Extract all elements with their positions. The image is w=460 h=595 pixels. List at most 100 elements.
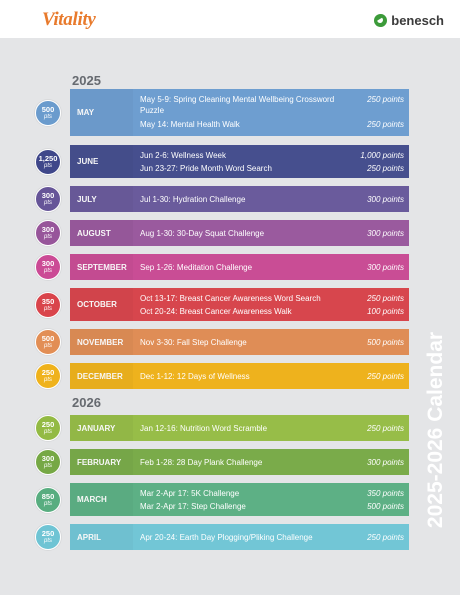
points-badge-unit: pts xyxy=(43,306,52,312)
benesch-logo-icon xyxy=(374,14,388,27)
year-heading: 2025 xyxy=(72,73,101,88)
event-points: 250 points xyxy=(367,532,404,542)
points-badge-unit: pts xyxy=(43,538,52,544)
points-badge-value: 300 xyxy=(41,454,55,463)
event-item: Jun 2-6: Wellness Week 1,000 points xyxy=(140,149,404,162)
event-name: Mar 2-Apr 17: 5K Challenge xyxy=(140,488,240,498)
month-label: MAY xyxy=(70,89,133,136)
event-points: 350 points xyxy=(367,488,404,498)
calendar-row-june: 1,250 pts JUNE Jun 2-6: Wellness Week 1,000 … xyxy=(0,145,460,178)
event-name: Jun 23-27: Pride Month Word Search xyxy=(140,163,272,173)
event-name: Oct 13-17: Breast Cancer Awareness Word … xyxy=(140,293,321,303)
points-badge: 1,250 pts xyxy=(35,149,61,175)
event-points: 500 points xyxy=(367,337,404,347)
event-name: Aug 1-30: 30-Day Squat Challenge xyxy=(140,228,265,238)
month-label: OCTOBER xyxy=(70,288,133,321)
month-label: SEPTEMBER xyxy=(70,254,133,280)
event-item: Oct 20-24: Breast Cancer Awareness Walk 1… xyxy=(140,305,404,318)
month-label: JANUARY xyxy=(70,415,133,441)
events-panel: Oct 13-17: Breast Cancer Awareness Word … xyxy=(133,288,409,321)
points-badge-value: 300 xyxy=(41,191,55,200)
points-badge-value: 1,250 xyxy=(38,154,58,163)
events-panel: May 5-9: Spring Cleaning Mental Wellbein… xyxy=(133,89,409,136)
event-points: 300 points xyxy=(367,228,404,238)
event-item: Jan 12-16: Nutrition Word Scramble 250 po… xyxy=(140,422,404,435)
month-label: JUNE xyxy=(70,145,133,178)
calendar-row-july: 300 pts JULY Jul 1-30: Hydration Challenge 3… xyxy=(0,186,460,212)
event-points: 300 points xyxy=(367,457,404,467)
calendar-row-august: 300 pts AUGUST Aug 1-30: 30-Day Squat Chall… xyxy=(0,220,460,246)
points-badge: 300 pts xyxy=(35,186,61,212)
event-name: Jan 12-16: Nutrition Word Scramble xyxy=(140,423,268,433)
calendar-row-november: 500 pts NOVEMBER Nov 3-30: Fall Step Challe… xyxy=(0,329,460,355)
event-points: 250 points xyxy=(367,293,404,303)
event-name: Dec 1-12: 12 Days of Wellness xyxy=(140,371,250,381)
event-name: Apr 20-24: Earth Day Plogging/Pliking Ch… xyxy=(140,532,313,542)
points-badge-value: 250 xyxy=(41,529,55,538)
points-badge-unit: pts xyxy=(43,200,52,206)
event-item: Apr 20-24: Earth Day Plogging/Pliking Ch… xyxy=(140,531,404,544)
calendar-row-december: 250 pts DECEMBER Dec 1-12: 12 Days of Welln… xyxy=(0,363,460,389)
points-badge-value: 300 xyxy=(41,225,55,234)
events-panel: Apr 20-24: Earth Day Plogging/Pliking Ch… xyxy=(133,524,409,550)
event-item: May 14: Mental Health Walk 250 points xyxy=(140,118,404,131)
points-badge: 250 pts xyxy=(35,524,61,550)
calendar-row-april: 250 pts APRIL Apr 20-24: Earth Day Plogging… xyxy=(0,524,460,550)
event-name: Oct 20-24: Breast Cancer Awareness Walk xyxy=(140,306,292,316)
points-badge: 250 pts xyxy=(35,415,61,441)
event-item: Jun 23-27: Pride Month Word Search 250 po… xyxy=(140,162,404,175)
event-item: Feb 1-28: 28 Day Plank Challenge 300 poin… xyxy=(140,456,404,469)
month-label: DECEMBER xyxy=(70,363,133,389)
month-label: APRIL xyxy=(70,524,133,550)
event-name: Mar 2-Apr 17: Step Challenge xyxy=(140,501,246,511)
calendar-row-may: 500 pts MAY May 5-9: Spring Cleaning Mental… xyxy=(0,89,460,136)
event-item: Mar 2-Apr 17: 5K Challenge 350 points xyxy=(140,487,404,500)
calendar-row-march: 850 pts MARCH Mar 2-Apr 17: 5K Challenge 350… xyxy=(0,483,460,516)
calendar-row-october: 350 pts OCTOBER Oct 13-17: Breast Cancer Aw… xyxy=(0,288,460,321)
event-item: Sep 1-26: Meditation Challenge 300 points xyxy=(140,261,404,274)
calendar-row-january: 250 pts JANUARY Jan 12-16: Nutrition Word S… xyxy=(0,415,460,441)
event-points: 250 points xyxy=(367,120,404,129)
month-label: JULY xyxy=(70,186,133,212)
month-label: AUGUST xyxy=(70,220,133,246)
events-panel: Nov 3-30: Fall Step Challenge 500 points xyxy=(133,329,409,355)
event-points: 300 points xyxy=(367,262,404,272)
event-points: 300 points xyxy=(367,194,404,204)
events-panel: Mar 2-Apr 17: 5K Challenge 350 points Mar … xyxy=(133,483,409,516)
points-badge-value: 850 xyxy=(41,492,55,501)
events-panel: Feb 1-28: 28 Day Plank Challenge 300 poin… xyxy=(133,449,409,475)
event-item: Oct 13-17: Breast Cancer Awareness Word … xyxy=(140,292,404,305)
points-badge-value: 500 xyxy=(41,334,55,343)
event-points: 250 points xyxy=(367,95,404,104)
month-label: NOVEMBER xyxy=(70,329,133,355)
events-panel: Jan 12-16: Nutrition Word Scramble 250 po… xyxy=(133,415,409,441)
event-points: 250 points xyxy=(367,371,404,381)
points-badge-value: 500 xyxy=(41,105,55,114)
calendar-row-february: 300 pts FEBRUARY Feb 1-28: 28 Day Plank Cha… xyxy=(0,449,460,475)
events-panel: Jul 1-30: Hydration Challenge 300 points xyxy=(133,186,409,212)
points-badge-unit: pts xyxy=(43,429,52,435)
event-item: Mar 2-Apr 17: Step Challenge 500 points xyxy=(140,500,404,513)
event-name: May 14: Mental Health Walk xyxy=(140,120,240,129)
events-panel: Jun 2-6: Wellness Week 1,000 points Jun 23… xyxy=(133,145,409,178)
benesch-logo-text: benesch xyxy=(391,13,444,28)
vitality-logo: Vitality xyxy=(42,9,96,30)
event-item: Dec 1-12: 12 Days of Wellness 250 points xyxy=(140,370,404,383)
points-badge-unit: pts xyxy=(43,343,52,349)
points-badge: 300 pts xyxy=(35,254,61,280)
points-badge-value: 250 xyxy=(41,420,55,429)
event-points: 500 points xyxy=(367,501,404,511)
points-badge: 500 pts xyxy=(35,329,61,355)
header-bar: Vitality benesch xyxy=(0,0,460,38)
month-label: MARCH xyxy=(70,483,133,516)
event-name: Nov 3-30: Fall Step Challenge xyxy=(140,337,247,347)
points-badge-unit: pts xyxy=(43,463,52,469)
points-badge-unit: pts xyxy=(43,377,52,383)
points-badge-value: 250 xyxy=(41,368,55,377)
event-name: May 5-9: Spring Cleaning Mental Wellbein… xyxy=(140,95,335,115)
benesch-logo: benesch xyxy=(374,13,444,28)
points-badge-unit: pts xyxy=(43,114,52,120)
events-panel: Sep 1-26: Meditation Challenge 300 points xyxy=(133,254,409,280)
event-item: Jul 1-30: Hydration Challenge 300 points xyxy=(140,193,404,206)
points-badge: 300 pts xyxy=(35,220,61,246)
